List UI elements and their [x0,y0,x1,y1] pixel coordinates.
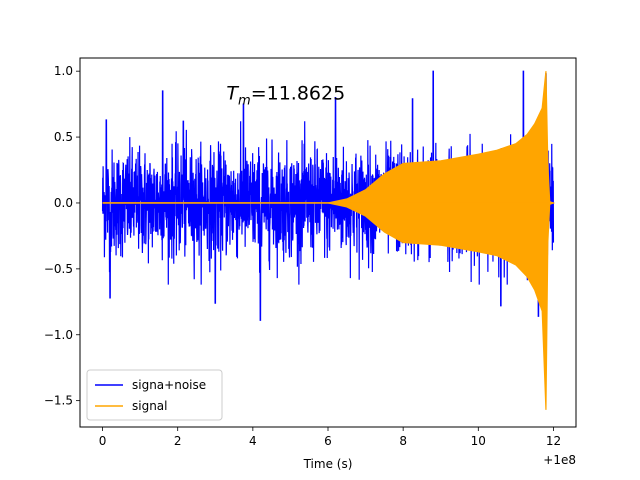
tm-annotation: Tm=11.8625 [226,82,345,108]
x-tick-label: 4 [249,434,257,448]
y-tick-label: 0.5 [54,130,73,144]
y-tick-label: −1.5 [44,394,73,408]
y-tick-label: 1.0 [54,64,73,78]
legend: signa+noise signal [86,369,223,421]
legend-label-signal: signal [132,399,168,413]
series-signal-envelope [102,71,556,410]
annotation-symbol: T [226,82,239,104]
x-tick-label: 8 [399,434,407,448]
annotation-value: =11.8625 [251,82,346,104]
y-axis: −1.5 −1.0 −0.5 0.0 0.5 1.0 [44,64,80,408]
y-tick-label: 0.0 [54,196,73,210]
legend-box [86,369,223,421]
x-tick-label: 0 [99,434,107,448]
x-axis-label: Time (s) [303,457,353,471]
annotation-subscript: m [238,93,251,108]
series-layer [101,70,556,410]
y-tick-label: −0.5 [44,262,73,276]
x-tick-label: 12 [546,434,561,448]
y-tick-label: −1.0 [44,328,73,342]
x-tick-label: 2 [174,434,182,448]
x-axis-offset-label: +1e8 [543,453,576,467]
x-axis: 0 2 4 6 8 10 12 [99,427,561,448]
x-tick-label: 10 [471,434,486,448]
x-tick-label: 6 [324,434,332,448]
legend-label-signal-noise: signa+noise [132,378,206,392]
